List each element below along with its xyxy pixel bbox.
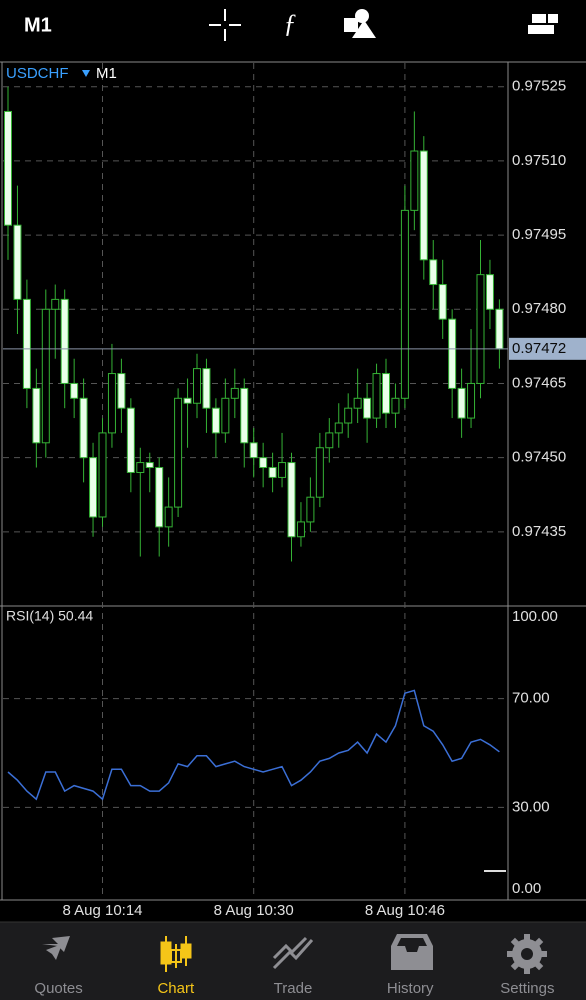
candle-body — [429, 259, 438, 286]
candle-body — [4, 110, 12, 226]
current-price-tag — [509, 337, 586, 360]
y-tick-label: 70.00 — [512, 690, 550, 707]
candle-body — [155, 467, 164, 528]
y-tick-label: 0.97465 — [512, 374, 566, 391]
candle-body — [495, 308, 504, 350]
candle-body — [306, 496, 315, 523]
candle-body — [325, 432, 334, 449]
candle-body — [457, 387, 466, 419]
candle-body — [268, 467, 277, 478]
tab-bar — [0, 922, 586, 1000]
y-tick-label: 100.00 — [512, 608, 558, 625]
candle-body — [32, 387, 41, 444]
y-tick-label: 0.97510 — [512, 152, 566, 169]
candle-body — [70, 382, 79, 399]
candle-body — [13, 224, 22, 300]
candle-body — [126, 407, 135, 473]
candle-body — [438, 284, 447, 320]
candle-body — [174, 397, 183, 508]
candle-body — [202, 368, 211, 409]
candle-body — [372, 373, 381, 419]
candle-body — [230, 387, 239, 399]
trade-icon[interactable] — [272, 936, 314, 970]
candle-body — [145, 462, 154, 469]
candle-body — [107, 373, 116, 434]
tab-icons — [38, 934, 547, 974]
candle-body — [41, 308, 50, 444]
candle-body — [382, 373, 390, 414]
candle-body — [164, 506, 173, 528]
history-icon[interactable] — [391, 934, 433, 970]
candle-body — [259, 457, 268, 469]
candle-body — [353, 397, 362, 409]
y-tick-label: 0.97435 — [512, 523, 566, 540]
candle-body — [249, 442, 258, 459]
candle-body — [363, 397, 372, 419]
tab-label[interactable]: Trade — [274, 980, 313, 997]
candle-body — [22, 298, 31, 389]
candle-body — [391, 397, 400, 414]
candle-body — [79, 397, 88, 459]
y-tick-label: 0.97480 — [512, 300, 566, 317]
timeframe-button[interactable]: M1 — [24, 14, 52, 36]
candle-body — [485, 274, 494, 310]
y-tick-label: 0.97495 — [512, 226, 566, 243]
indicator-title: RSI(14) 50.44 — [6, 608, 93, 624]
candle-body — [98, 432, 107, 518]
candle-body — [419, 150, 428, 261]
current-price-label: 0.97472 — [512, 340, 566, 357]
y-tick-label: 0.00 — [512, 880, 541, 897]
candle-body — [315, 447, 324, 498]
tab-label[interactable]: History — [387, 980, 434, 997]
y-tick-label: 0.97450 — [512, 449, 566, 466]
candle-body — [193, 368, 201, 404]
candle-body — [334, 422, 343, 434]
symbol-dropdown-arrow[interactable] — [82, 70, 90, 77]
tab-label[interactable]: Settings — [500, 980, 554, 997]
crosshair-icon[interactable] — [209, 9, 241, 41]
candle-body — [278, 462, 287, 478]
objects-icon[interactable] — [344, 9, 376, 38]
candle-body — [89, 457, 98, 518]
candle-body — [448, 318, 457, 389]
rsi-line — [7, 689, 500, 801]
y-tick-label: 0.97525 — [512, 78, 566, 95]
settings-icon[interactable] — [507, 934, 547, 974]
candle-body — [287, 462, 296, 538]
candle-body — [211, 407, 220, 434]
candle-body — [51, 298, 60, 310]
tab-label[interactable]: Chart — [157, 980, 195, 997]
candle-body — [183, 397, 192, 404]
candle-body — [136, 462, 145, 473]
tab-label[interactable]: Quotes — [34, 980, 82, 997]
y-tick-label: 30.00 — [512, 798, 550, 815]
candle-body — [400, 209, 409, 399]
quotes-icon[interactable] — [38, 936, 70, 968]
candle-body — [221, 397, 230, 434]
plot — [3, 86, 508, 801]
candle-body — [344, 407, 353, 424]
candle-body — [476, 274, 485, 384]
chart-icon[interactable] — [160, 936, 192, 972]
x-tick-label: 8 Aug 10:46 — [365, 902, 445, 919]
candle-body — [60, 298, 69, 384]
x-tick-label: 8 Aug 10:14 — [62, 902, 142, 919]
candle-body — [410, 150, 419, 211]
symbol-label[interactable]: USDCHF — [6, 65, 69, 82]
indicators-icon[interactable]: ƒ — [284, 9, 297, 38]
chart-timeframe: M1 — [96, 65, 117, 82]
candle-body — [117, 373, 126, 409]
candle-body — [467, 382, 476, 419]
candle-body — [240, 387, 249, 444]
candle-body — [296, 521, 305, 538]
x-tick-label: 8 Aug 10:30 — [214, 902, 294, 919]
chart-frame — [0, 61, 586, 901]
windows-icon[interactable] — [528, 14, 558, 34]
